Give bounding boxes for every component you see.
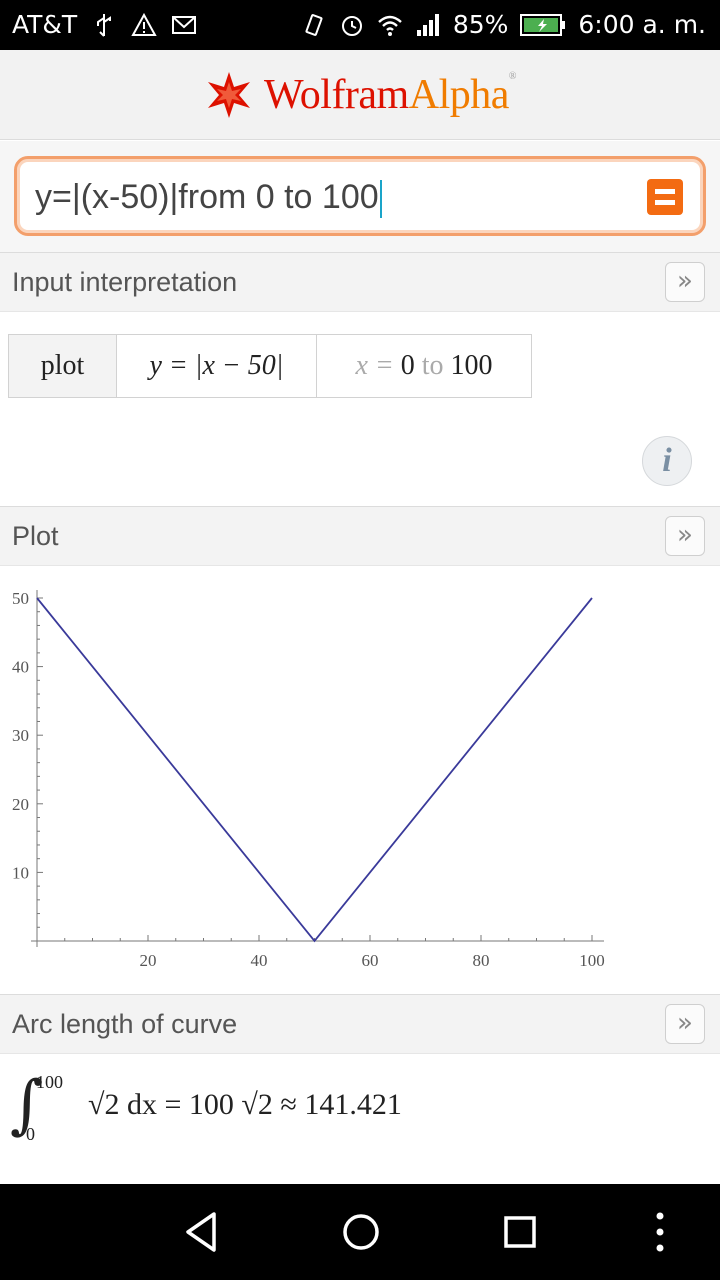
logo-alpha: Alpha — [408, 71, 510, 118]
alarm-icon — [341, 15, 362, 36]
app-header: WolframAlpha® — [0, 50, 720, 140]
status-bar: AT&T 85% 6:00 a. m. — [0, 0, 720, 50]
pod-more-button[interactable]: » — [665, 516, 705, 556]
pod-header-input-interpretation: Input interpretation » — [0, 252, 720, 312]
warning-icon — [131, 12, 157, 36]
gmail-icon — [172, 15, 197, 34]
x-tick-label: 40 — [251, 951, 268, 970]
pod-header-arc-length: Arc length of curve » — [0, 994, 720, 1054]
y-tick-label: 40 — [12, 658, 29, 677]
y-tick-label: 20 — [12, 795, 29, 814]
logo-wolfram: Wolfram — [264, 71, 409, 118]
range-var: x = — [355, 350, 394, 381]
search-area: y=|(x-50)|from 0 to 100 — [0, 141, 720, 252]
signal-icon — [416, 13, 439, 36]
info-button[interactable]: i — [642, 436, 692, 486]
text-caret — [379, 180, 382, 219]
menu-button[interactable] — [634, 1206, 686, 1258]
range-to-word: to — [421, 350, 444, 381]
x-tick-label: 20 — [140, 951, 157, 970]
pod-header-plot: Plot » — [0, 506, 720, 566]
clock: 6:00 a. m. — [578, 10, 706, 39]
interp-cell-range: x = 0 to 100 — [317, 335, 531, 397]
integral-upper-bound: 100 — [36, 1072, 63, 1092]
y-tick-label: 10 — [12, 863, 29, 882]
x-tick-label: 80 — [473, 951, 490, 970]
navigation-bar — [0, 1184, 720, 1280]
pod-title-plot: Plot — [12, 521, 59, 551]
back-button[interactable] — [176, 1206, 228, 1258]
wolfram-alpha-logo: WolframAlpha® — [264, 70, 517, 118]
carrier-label: AT&T — [12, 10, 78, 39]
pod-more-button[interactable]: » — [665, 1004, 705, 1044]
wolfram-star-icon — [208, 71, 250, 118]
battery-percent: 85% — [452, 10, 509, 39]
usb-icon — [97, 13, 112, 37]
interp-cell-function: y = |x − 50| — [117, 335, 317, 397]
range-from: 0 — [400, 350, 415, 381]
wifi-icon — [378, 15, 402, 36]
pod-title-arc-length: Arc length of curve — [12, 1009, 238, 1039]
search-input[interactable]: y=|(x-50)|from 0 to 100 — [14, 156, 706, 236]
arc-length-expression: √2 dx = 100 √2 ≈ 141.421 — [88, 1088, 402, 1121]
range-to: 100 — [450, 350, 493, 381]
x-tick-label: 60 — [362, 951, 379, 970]
home-button[interactable] — [335, 1206, 387, 1258]
integral-lower-bound: 0 — [26, 1124, 35, 1144]
vibrate-icon — [305, 13, 323, 36]
pod-title-input-interpretation: Input interpretation — [12, 267, 238, 297]
recents-button[interactable] — [494, 1206, 546, 1258]
battery-icon — [520, 13, 566, 36]
y-tick-label: 50 — [12, 589, 29, 608]
integral-sign: ∫ — [10, 1068, 44, 1142]
compute-button[interactable] — [647, 179, 683, 215]
pod-more-button[interactable]: » — [665, 262, 705, 302]
interp-cell-plot: plot — [9, 335, 117, 397]
plot-area: 20 40 60 80 100 10 20 30 40 50 — [0, 566, 720, 992]
series-line — [36, 597, 593, 943]
x-tick-label: 100 — [579, 951, 605, 970]
y-tick-label: 30 — [12, 726, 29, 745]
search-query: y=|(x-50)|from 0 to 100 — [35, 178, 379, 216]
interpretation-table: plot y = |x − 50| x = 0 to 100 — [8, 334, 532, 398]
search-query-container: y=|(x-50)|from 0 to 100 — [35, 178, 382, 219]
plot-chart: 20 40 60 80 100 10 20 30 40 50 — [12, 589, 605, 970]
arc-length-result: ∫ 100 0 √2 dx = 100 √2 ≈ 141.421 — [10, 1068, 710, 1148]
